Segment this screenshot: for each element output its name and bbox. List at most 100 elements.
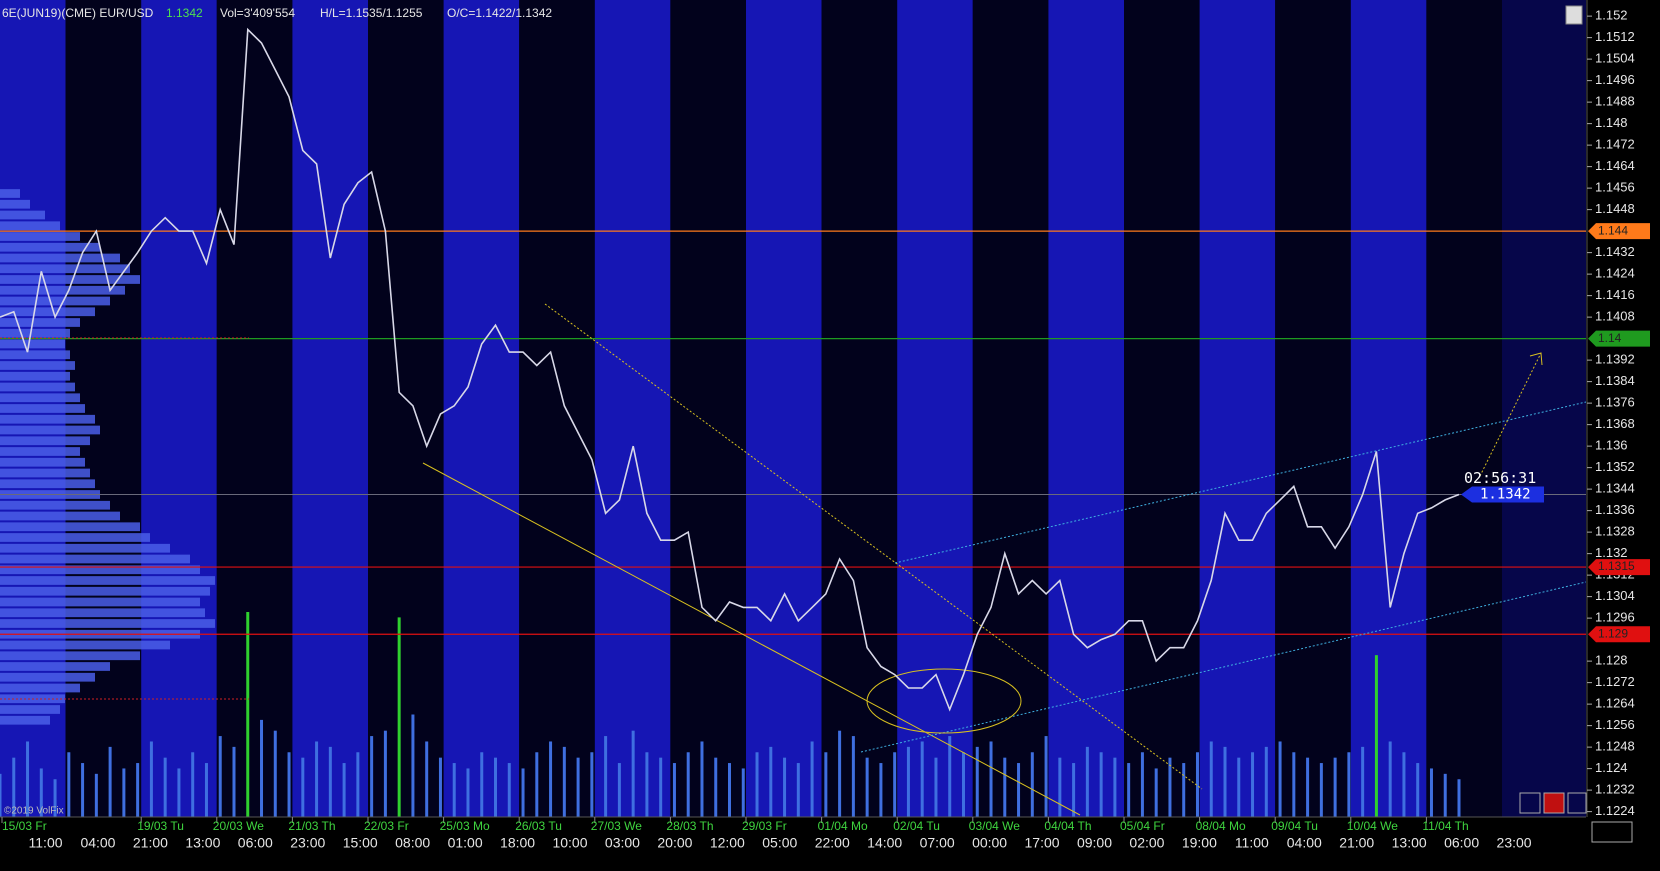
time-label: 06:00 bbox=[238, 835, 273, 851]
level-tag-label: 1.14 bbox=[1598, 331, 1622, 345]
date-label: 08/04 Mo bbox=[1196, 819, 1246, 833]
level-tag bbox=[1588, 330, 1650, 347]
volume-bar bbox=[177, 768, 181, 817]
y-tick-label: 1.1232 bbox=[1595, 782, 1635, 797]
volume-bar bbox=[494, 757, 498, 817]
y-tick-label: 1.1376 bbox=[1595, 395, 1635, 410]
volume-bar bbox=[149, 741, 153, 817]
volume-bar bbox=[452, 763, 456, 817]
volume-bar bbox=[1140, 752, 1144, 817]
volume-bar bbox=[315, 741, 319, 817]
cursor-button[interactable] bbox=[1565, 5, 1583, 25]
volume-bar bbox=[645, 752, 649, 817]
volume-bar bbox=[1030, 752, 1034, 817]
volume-bar bbox=[893, 752, 897, 817]
profile-bar bbox=[0, 500, 110, 510]
y-tick-label: 1.1512 bbox=[1595, 29, 1635, 44]
volume-bar bbox=[1306, 757, 1310, 817]
volume-bar bbox=[1251, 752, 1255, 817]
volume-bar bbox=[507, 763, 511, 817]
time-label: 11:00 bbox=[1235, 835, 1269, 851]
volume-profile bbox=[0, 189, 215, 725]
volume-bar bbox=[1319, 763, 1323, 817]
profile-bar bbox=[0, 232, 80, 241]
fullscreen-button[interactable] bbox=[1567, 792, 1587, 814]
profile-bar bbox=[0, 296, 110, 306]
y-tick-label: 1.152 bbox=[1595, 8, 1628, 23]
profile-bar bbox=[0, 586, 210, 596]
stripe bbox=[897, 0, 973, 817]
profile-bar bbox=[0, 436, 90, 446]
profile-bar bbox=[0, 705, 60, 714]
volume-bar bbox=[397, 617, 401, 817]
stripe bbox=[1124, 0, 1200, 817]
volume-bar bbox=[906, 746, 910, 817]
profile-bar bbox=[0, 307, 95, 317]
y-tick-label: 1.1504 bbox=[1595, 51, 1635, 66]
volume-bar bbox=[741, 768, 745, 817]
stripe bbox=[972, 0, 1049, 817]
volume-bar bbox=[1374, 655, 1378, 817]
volume-bar bbox=[1154, 768, 1158, 817]
profile-bar bbox=[0, 318, 80, 327]
volume-bar bbox=[370, 736, 374, 817]
date-label: 10/04 We bbox=[1347, 819, 1398, 833]
volume-bar bbox=[1416, 763, 1420, 817]
time-label: 15:00 bbox=[343, 835, 378, 851]
time-label: 08:00 bbox=[395, 835, 430, 851]
volume-bar bbox=[879, 763, 883, 817]
stripe bbox=[141, 0, 217, 817]
time-label: 03:00 bbox=[605, 835, 640, 851]
y-tick-label: 1.1384 bbox=[1595, 373, 1635, 388]
y-tick-label: 1.1496 bbox=[1595, 72, 1635, 87]
level-tag bbox=[1588, 559, 1650, 576]
level-tag bbox=[1588, 223, 1650, 240]
profile-bar bbox=[0, 543, 170, 553]
volume-bar bbox=[328, 746, 332, 817]
y-tick-label: 1.1264 bbox=[1595, 696, 1635, 711]
volume-bar bbox=[356, 752, 360, 817]
volume-bar bbox=[1209, 741, 1213, 817]
volume-bar bbox=[39, 768, 43, 817]
volume-bar bbox=[466, 768, 470, 817]
profile-bar bbox=[0, 275, 140, 284]
nav-buttons[interactable] bbox=[1591, 821, 1633, 843]
volume-bar bbox=[961, 752, 965, 817]
volume-bar bbox=[1361, 746, 1365, 817]
x-axis: 15/03 Fr 19/03 Tu 20/03 We 21/03 Th 22/03 Fr… bbox=[1, 817, 1532, 851]
volume-bar bbox=[1333, 757, 1337, 817]
volume-bar bbox=[26, 741, 30, 817]
grid-button[interactable] bbox=[1519, 792, 1541, 814]
stripe bbox=[746, 0, 822, 817]
timer: 02:56:31 bbox=[1464, 469, 1536, 487]
profile-bar bbox=[0, 468, 90, 478]
time-label: 12:00 bbox=[710, 835, 745, 851]
time-label: 02:00 bbox=[1129, 835, 1164, 851]
level-tag-label: 1.1315 bbox=[1598, 559, 1635, 573]
volume-bar bbox=[576, 757, 580, 817]
stripe bbox=[1350, 0, 1427, 817]
volume-bar bbox=[1072, 763, 1076, 817]
time-label: 19:00 bbox=[1182, 835, 1217, 851]
level-tag bbox=[1588, 626, 1650, 643]
volume-bar bbox=[672, 763, 676, 817]
date-label: 11/04 Th bbox=[1422, 819, 1468, 833]
volume-bar bbox=[94, 773, 98, 817]
y-tick-label: 1.1416 bbox=[1595, 287, 1635, 302]
y-tick-label: 1.136 bbox=[1595, 438, 1628, 453]
volume-bar bbox=[521, 768, 525, 817]
stripe bbox=[1199, 0, 1276, 817]
date-label: 26/03 Tu bbox=[515, 819, 562, 833]
volume-bar bbox=[1402, 752, 1406, 817]
time-label: 00:00 bbox=[972, 835, 1007, 851]
volume-bar bbox=[0, 773, 2, 817]
split-button[interactable] bbox=[1543, 792, 1565, 814]
profile-bar bbox=[0, 371, 70, 381]
y-tick-label: 1.1224 bbox=[1595, 803, 1635, 818]
profile-bar bbox=[0, 414, 95, 424]
y-tick-label: 1.1328 bbox=[1595, 524, 1635, 539]
profile-bar bbox=[0, 479, 95, 489]
profile-bar bbox=[0, 576, 215, 585]
y-tick-label: 1.1368 bbox=[1595, 416, 1635, 431]
toolbar bbox=[1519, 792, 1633, 843]
